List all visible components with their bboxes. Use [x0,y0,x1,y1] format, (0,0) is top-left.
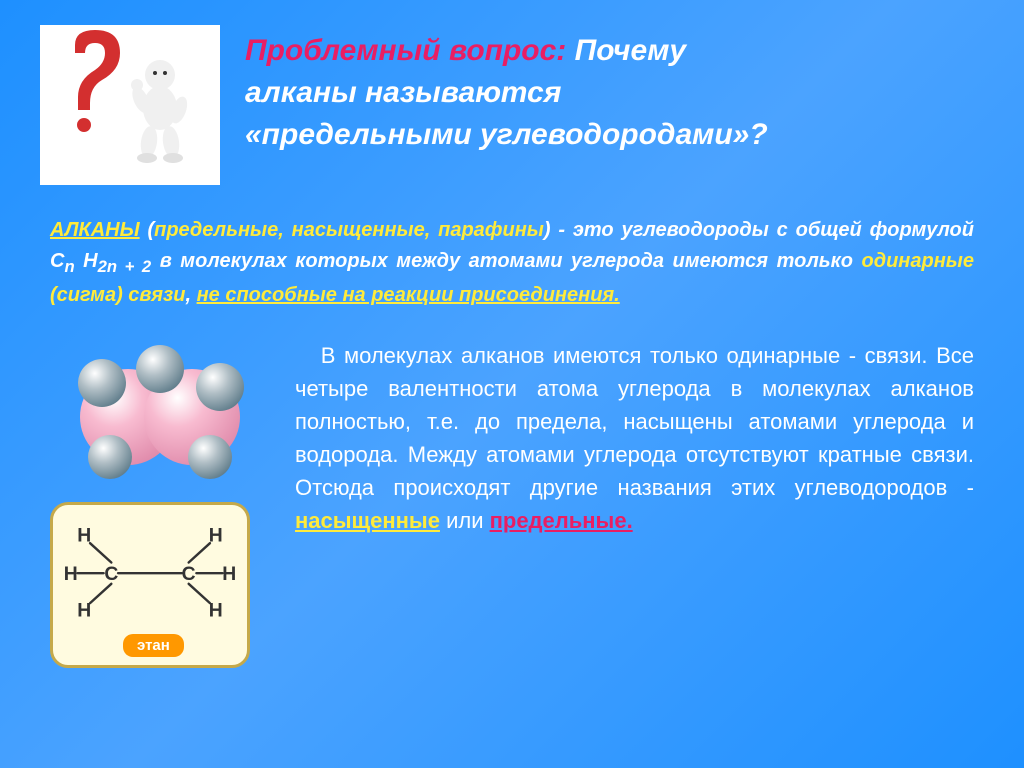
svg-text:C: C [104,564,118,585]
molecule-3d-image [60,339,260,484]
svg-text:H: H [209,525,223,546]
svg-text:H: H [222,564,236,585]
svg-text:H: H [77,525,91,546]
title-line2: алканы называются [245,76,561,109]
def-noaddition: не способные на реакции присоединения. [197,284,620,306]
svg-text:H: H [209,600,223,621]
def-alkany: АЛКАНЫ [50,219,140,241]
def-synonyms: предельные, насыщенные, парафины [154,219,544,241]
definition-block: АЛКАНЫ (предельные, насыщенные, парафины… [40,215,984,311]
body-paragraph: В молекулах алканов имеются только одина… [295,339,974,537]
molecule-2d-label: этан [123,634,184,657]
slide-title: Проблемный вопрос: Почему алканы называю… [245,25,984,156]
molecule-2d-diagram: C C H H H H H H этан [50,502,250,668]
question-mark-image [40,25,220,185]
body-hl-saturated: насыщенные [295,508,440,533]
title-line1-rest: Почему [566,34,686,67]
svg-text:C: C [182,564,196,585]
title-line3: «предельными углеводородами»? [245,118,768,151]
body-hl-limiting: предельные. [490,508,633,533]
title-label: Проблемный вопрос: [245,34,566,67]
svg-text:H: H [77,600,91,621]
svg-text:H: H [64,564,78,585]
